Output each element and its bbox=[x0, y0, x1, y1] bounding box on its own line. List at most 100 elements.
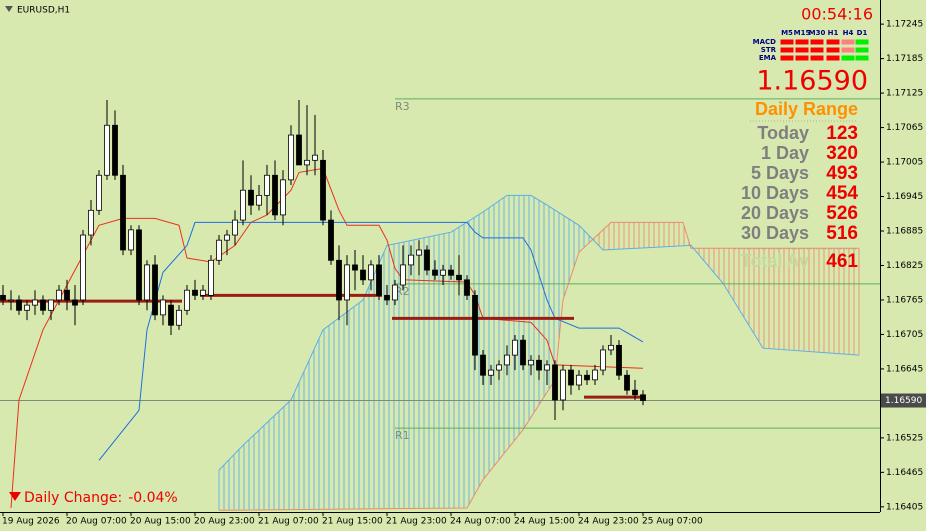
range-label: 30 Days bbox=[741, 223, 809, 243]
candle-body bbox=[376, 264, 382, 296]
candle-body bbox=[536, 359, 542, 371]
signal-cell bbox=[810, 39, 824, 45]
range-title: Daily Range bbox=[755, 99, 858, 119]
y-tick-label: 1.16405 bbox=[886, 502, 923, 512]
y-tick-label: 1.16885 bbox=[886, 227, 923, 237]
candle-body bbox=[640, 394, 646, 401]
range-label: 5 Days bbox=[751, 163, 809, 183]
y-tick-label: 1.17245 bbox=[886, 20, 923, 30]
candle-body bbox=[168, 304, 174, 326]
signal-cell bbox=[795, 39, 809, 45]
level-label: R1 bbox=[395, 429, 410, 442]
candle-body bbox=[496, 364, 502, 371]
candle-body bbox=[472, 294, 478, 356]
range-label: Today bbox=[757, 123, 809, 143]
candle-body bbox=[216, 239, 222, 261]
x-tick-label: 21 Aug 15:00 bbox=[322, 517, 383, 527]
candle-body bbox=[416, 249, 422, 256]
indicator-line bbox=[218, 221, 859, 511]
candle-body bbox=[176, 309, 182, 326]
y-tick-label: 1.16825 bbox=[886, 261, 923, 271]
signal-name: STR bbox=[761, 46, 777, 54]
signal-name: EMA bbox=[759, 54, 777, 62]
signal-cell bbox=[855, 47, 869, 53]
daily-change-value: -0.04% bbox=[128, 490, 178, 506]
candle-body bbox=[392, 284, 398, 301]
daily-change-label: Daily Change: bbox=[24, 490, 122, 506]
signal-cell bbox=[810, 47, 824, 53]
signal-cell bbox=[841, 39, 855, 45]
x-tick-label: 24 Aug 23:00 bbox=[578, 517, 639, 527]
candle-body bbox=[464, 279, 470, 296]
y-tick-label: 1.16645 bbox=[886, 364, 923, 374]
candle-body bbox=[576, 374, 582, 386]
candle-body bbox=[352, 264, 358, 271]
candle-body bbox=[592, 369, 598, 381]
candle-body bbox=[360, 269, 366, 281]
candle-body bbox=[344, 264, 350, 301]
candle-body bbox=[0, 294, 6, 301]
candle-body bbox=[272, 174, 278, 216]
candle-body bbox=[16, 299, 22, 311]
candle-body bbox=[64, 289, 70, 301]
candle-body bbox=[488, 369, 494, 376]
candle-body bbox=[104, 124, 110, 176]
candle-body bbox=[560, 369, 566, 401]
candle-body bbox=[424, 249, 430, 271]
candle-body bbox=[296, 134, 302, 166]
average-value: 461 bbox=[826, 251, 858, 272]
x-tick-label: 20 Aug 07:00 bbox=[66, 517, 127, 527]
x-tick-label: 24 Aug 15:00 bbox=[514, 517, 575, 527]
y-tick-label: 1.17065 bbox=[886, 123, 923, 133]
range-label: 1 Day bbox=[761, 143, 809, 163]
candle-body bbox=[432, 269, 438, 276]
timer: 00:54:16 bbox=[801, 5, 873, 24]
candle-body bbox=[440, 269, 446, 276]
candle-body bbox=[480, 354, 486, 376]
timeframe-label: H1 bbox=[828, 29, 839, 37]
signal-cell bbox=[855, 39, 869, 45]
y-tick-label: 1.17125 bbox=[886, 89, 923, 99]
candle-body bbox=[136, 229, 142, 301]
range-value: 320 bbox=[826, 143, 858, 164]
y-tick-label: 1.16525 bbox=[886, 433, 923, 443]
candle-body bbox=[200, 289, 206, 296]
candle-body bbox=[88, 209, 94, 236]
range-label: 10 Days bbox=[741, 183, 809, 203]
y-tick-label: 1.16465 bbox=[886, 468, 923, 478]
signal-cell bbox=[780, 47, 794, 53]
bid-label: 1.16590 bbox=[885, 396, 922, 406]
candle-body bbox=[304, 159, 310, 166]
y-tick-label: 1.17185 bbox=[886, 54, 923, 64]
candle-body bbox=[48, 299, 54, 311]
candle-body bbox=[624, 374, 630, 391]
candle-body bbox=[80, 234, 86, 301]
candle-body bbox=[192, 289, 198, 296]
timeframe-label: D1 bbox=[857, 29, 868, 37]
candle-body bbox=[128, 229, 134, 251]
candle-body bbox=[120, 174, 126, 251]
candle-body bbox=[504, 354, 510, 366]
candle-body bbox=[184, 289, 190, 311]
daily-change: Daily Change: -0.04% bbox=[24, 490, 178, 506]
range-value: 526 bbox=[826, 203, 858, 224]
candle-body bbox=[328, 219, 334, 261]
signal-cell bbox=[795, 55, 809, 61]
candle-body bbox=[232, 219, 238, 236]
candle-body bbox=[336, 259, 342, 301]
candle-body bbox=[24, 304, 30, 311]
candle-body bbox=[208, 259, 214, 296]
level-label: R2 bbox=[395, 285, 410, 298]
candle-body bbox=[384, 294, 390, 301]
x-tick-label: 20 Aug 15:00 bbox=[130, 517, 191, 527]
range-value: 454 bbox=[826, 183, 858, 204]
x-tick-label: 20 Aug 23:00 bbox=[194, 517, 255, 527]
x-tick-label: 19 Aug 2026 bbox=[2, 517, 60, 527]
candle-body bbox=[616, 344, 622, 376]
timeframe-label: M30 bbox=[809, 29, 826, 37]
candle-body bbox=[144, 264, 150, 301]
timeframe-label: H4 bbox=[843, 29, 854, 37]
candle-body bbox=[552, 364, 558, 401]
candle-body bbox=[320, 159, 326, 221]
timeframe-label: M15 bbox=[794, 29, 811, 37]
